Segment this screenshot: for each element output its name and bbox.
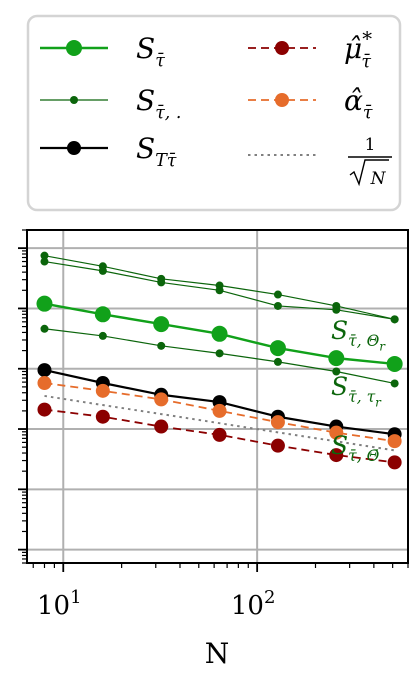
- data-point-S_tau: [386, 355, 403, 372]
- series-one_over_sqrtN: [44, 394, 395, 452]
- data-point-mu_hat: [95, 409, 110, 424]
- x-tick-label: 101: [37, 587, 82, 621]
- data-point-alpha_hat: [329, 425, 344, 440]
- series-S_tau_Theta_r_b: [40, 257, 399, 324]
- data-point-S_tau: [94, 306, 111, 323]
- legend-item-S_tau: Sτ̄: [40, 32, 165, 71]
- legend-item-S_tau_tau_r: Sτ̄, .: [40, 84, 181, 123]
- data-point-alpha_hat: [387, 434, 402, 449]
- legend-swatch-marker: [67, 141, 81, 155]
- data-point-S_tau_Theta_r_b: [390, 315, 399, 324]
- series-mu_hat: [37, 402, 402, 470]
- data-point-mu_hat: [37, 402, 52, 417]
- data-point-mu_hat: [212, 427, 227, 442]
- data-point-S_tau_tau_r: [273, 357, 282, 366]
- series-annotation: Sτ̄, τr: [331, 372, 382, 410]
- data-point-mu_hat: [154, 419, 169, 434]
- x-tick-label: 102: [231, 587, 276, 621]
- data-point-S_tau_Theta_r_b: [98, 266, 107, 275]
- data-point-mu_hat: [270, 438, 285, 453]
- x-axis-label: N: [205, 637, 230, 670]
- data-point-S_tau_Theta_r: [273, 290, 282, 299]
- grid: [27, 230, 408, 563]
- legend-label: α̂τ̄: [344, 84, 373, 123]
- data-point-S_tau: [211, 325, 228, 342]
- data-point-S_tau: [328, 350, 345, 367]
- data-point-alpha_hat: [95, 383, 110, 398]
- data-point-S_tau_tau_r: [157, 341, 166, 350]
- plot-frame: [26, 229, 409, 564]
- legend-item-S_Ttau: STτ̄: [40, 132, 177, 171]
- legend-item-alpha_hat: α̂τ̄: [248, 84, 373, 123]
- data-point-S_tau_Theta_r_b: [273, 301, 282, 310]
- legend-label: STτ̄: [136, 132, 177, 171]
- data-point-S_tau_tau_r: [390, 379, 399, 388]
- data-point-S_tau: [269, 340, 286, 357]
- data-point-S_Ttau: [37, 363, 52, 378]
- legend-swatch-marker: [70, 96, 78, 104]
- legend-label: Sτ̄, .: [136, 84, 181, 123]
- data-point-mu_hat: [329, 448, 344, 463]
- data-point-mu_hat: [387, 455, 402, 470]
- data-point-S_tau_tau_r: [332, 367, 341, 376]
- data-point-S_tau_Theta_r: [40, 251, 49, 260]
- legend-label: μ̂* τ̄: [344, 27, 372, 72]
- data-point-S_tau_Theta_r_b: [332, 305, 341, 314]
- legend-box: [26, 14, 402, 212]
- data-point-S_tau_tau_r: [215, 349, 224, 358]
- series-S_tau_tau_r: [40, 324, 399, 388]
- legend-swatch-marker: [275, 93, 289, 107]
- series-alpha_hat: [37, 376, 402, 449]
- data-point-alpha_hat: [37, 376, 52, 391]
- legend-swatch-marker: [66, 40, 82, 56]
- data-point-S_tau: [153, 316, 170, 333]
- data-point-alpha_hat: [212, 403, 227, 418]
- legend-item-one_over_sqrtN: 1N: [248, 135, 392, 189]
- data-point-S_tau_Theta_r_b: [215, 286, 224, 295]
- series-line-one_over_sqrtN: [44, 394, 395, 452]
- series-S_tau: [36, 295, 403, 372]
- legend: Sτ̄Sτ̄, .STτ̄μ̂* τ̄α̂τ̄1N: [40, 27, 392, 189]
- data-point-alpha_hat: [154, 392, 169, 407]
- series-annotation: Sτ̄, Θr: [331, 316, 386, 354]
- legend-label-numerator: 1: [365, 135, 376, 155]
- series-layer: [36, 251, 403, 470]
- legend-label-denominator: N: [370, 169, 387, 189]
- legend-swatch-marker: [275, 41, 289, 55]
- data-point-S_tau_tau_r: [40, 324, 49, 333]
- series-annotation: Sτ̄, Θ̄: [331, 431, 380, 465]
- data-point-S_tau_Theta_r_b: [40, 257, 49, 266]
- legend-item-mu_hat: μ̂* τ̄: [248, 27, 372, 72]
- legend-label: Sτ̄: [136, 32, 165, 71]
- ticks: 101 102: [18, 229, 409, 621]
- data-point-S_tau: [36, 295, 53, 312]
- legend-label-sqrt-sign: [349, 159, 389, 187]
- data-point-alpha_hat: [270, 415, 285, 430]
- data-point-S_tau_tau_r: [98, 331, 107, 340]
- annotations: Sτ̄, Θr Sτ̄, τr Sτ̄, Θ̄: [331, 316, 386, 465]
- data-point-S_tau_Theta_r_b: [157, 278, 166, 287]
